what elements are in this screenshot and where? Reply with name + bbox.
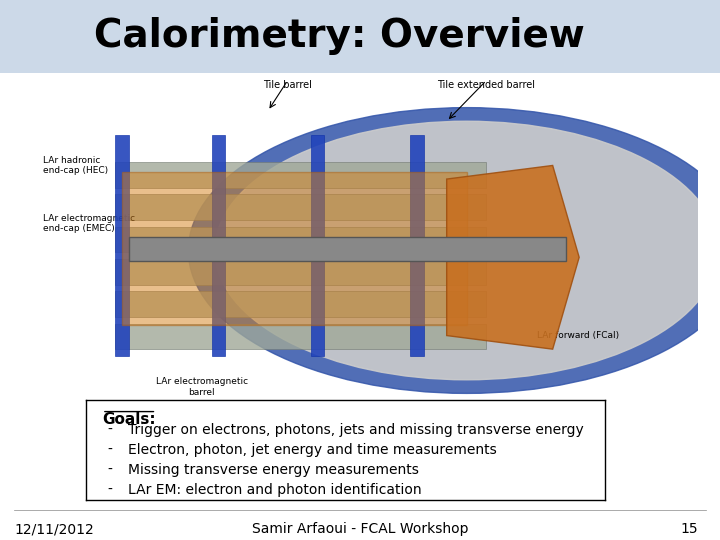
Text: clic: clic — [661, 34, 689, 49]
Text: LAr electromagnetic
end-cap (EMEC): LAr electromagnetic end-cap (EMEC) — [42, 214, 135, 233]
Text: -: - — [107, 483, 112, 496]
Text: LAr hadronic
end-cap (HEC): LAr hadronic end-cap (HEC) — [42, 156, 108, 175]
Text: -: - — [107, 463, 112, 476]
Bar — [115, 291, 487, 317]
Bar — [129, 237, 566, 261]
Bar — [311, 135, 324, 356]
Text: CERN: CERN — [14, 29, 43, 39]
Text: Tile barrel: Tile barrel — [264, 80, 312, 90]
Text: Calorimetry: Overview: Calorimetry: Overview — [94, 17, 585, 56]
Text: Missing transverse energy measurements: Missing transverse energy measurements — [128, 463, 419, 476]
Circle shape — [189, 107, 720, 393]
Bar — [115, 323, 487, 349]
Circle shape — [681, 15, 694, 26]
Text: LAr EM: electron and photon identification: LAr EM: electron and photon identificati… — [128, 483, 421, 496]
Text: 12/11/2012: 12/11/2012 — [14, 522, 94, 536]
Circle shape — [638, 6, 712, 69]
Text: LAr forward (FCal): LAr forward (FCal) — [537, 331, 619, 340]
Bar — [410, 135, 423, 356]
Text: -: - — [107, 423, 112, 436]
Text: Electron, photon, jet energy and time measurements: Electron, photon, jet energy and time me… — [128, 443, 497, 456]
Circle shape — [215, 121, 719, 380]
Bar — [122, 172, 467, 325]
Bar — [212, 135, 225, 356]
Text: -: - — [107, 443, 112, 456]
Polygon shape — [446, 165, 579, 349]
Text: Trigger on electrons, photons, jets and missing transverse energy: Trigger on electrons, photons, jets and … — [128, 423, 584, 436]
Bar — [115, 259, 487, 285]
Bar — [115, 135, 129, 356]
Bar — [115, 194, 487, 220]
Text: Samir Arfaoui - FCAL Workshop: Samir Arfaoui - FCAL Workshop — [252, 522, 468, 536]
Bar — [115, 227, 487, 252]
Text: Tile extended barrel: Tile extended barrel — [438, 80, 536, 90]
Text: 15: 15 — [681, 522, 698, 536]
Text: Goals:: Goals: — [102, 411, 156, 427]
Bar — [115, 162, 487, 187]
Text: LAr electromagnetic
barrel: LAr electromagnetic barrel — [156, 377, 248, 397]
